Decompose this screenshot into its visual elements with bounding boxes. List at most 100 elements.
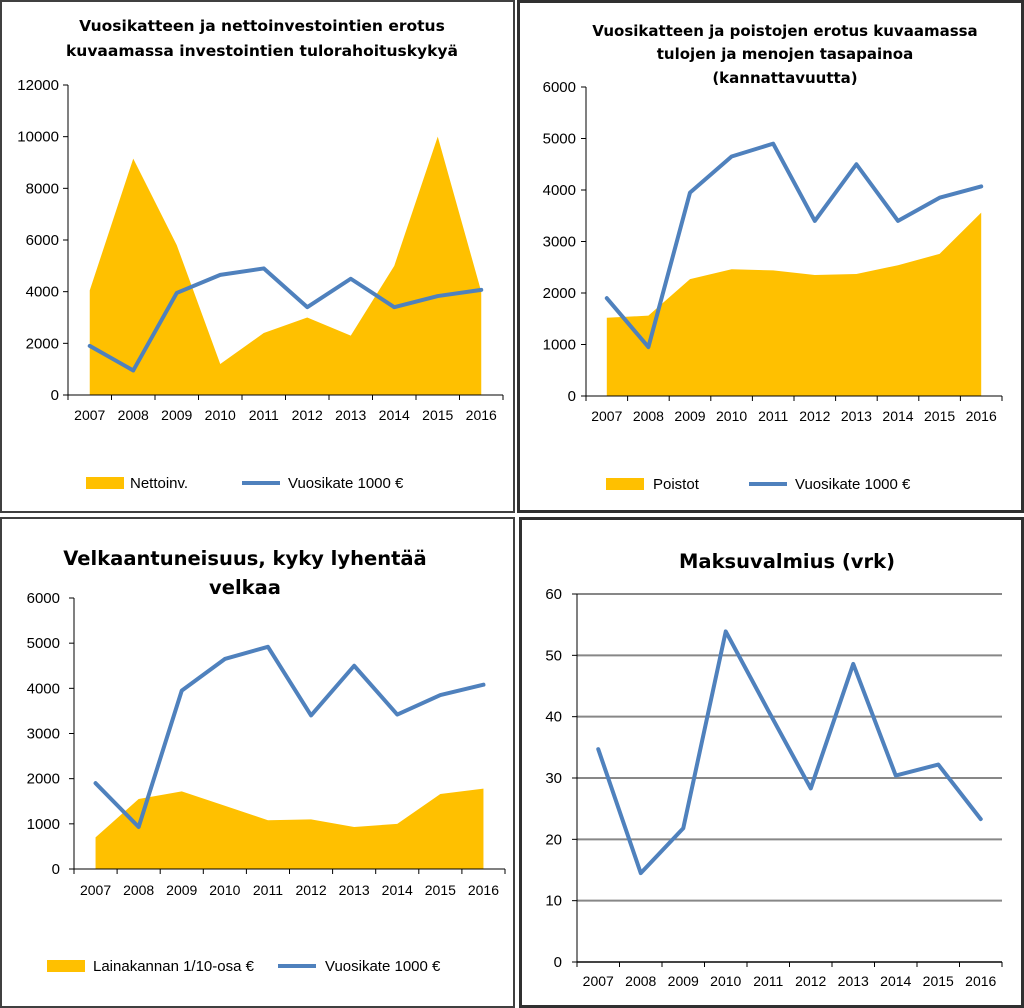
x-tick-label: 2016 <box>466 407 497 423</box>
legend-label: Vuosikate 1000 € <box>795 476 911 493</box>
x-tick-label: 2015 <box>924 408 955 424</box>
x-tick-label: 2011 <box>253 882 283 898</box>
x-tick-label: 2008 <box>118 407 149 423</box>
x-tick-label: 2014 <box>379 407 410 423</box>
legend-label: Vuosikate 1000 € <box>288 475 404 492</box>
chart-panel-1: Vuosikatteen ja nettoinvestointien erotu… <box>0 0 515 513</box>
x-tick-label: 2008 <box>633 408 664 424</box>
legend-label: Poistot <box>653 476 700 493</box>
x-tick-label: 2013 <box>335 407 366 423</box>
y-tick-label: 2000 <box>27 771 60 788</box>
x-tick-label: 2011 <box>249 407 279 423</box>
legend-label: Nettoinv. <box>130 475 188 492</box>
chart-3: Velkaantuneisuus, kyky lyhentää velkaa 0 10… <box>27 547 506 975</box>
chart-title: Maksuvalmius (vrk) <box>679 550 895 573</box>
chart-2: Vuosikatteen ja poistojen erotus kuvaama… <box>543 22 1003 493</box>
chart-title: (kannattavuutta) <box>712 69 857 87</box>
line-point <box>479 288 483 292</box>
y-tick-label: 0 <box>568 388 576 405</box>
line-series <box>604 141 984 350</box>
line-point <box>436 294 440 298</box>
y-tick-label: 3000 <box>27 726 60 743</box>
line-point <box>305 305 309 309</box>
y-tick-label: 6000 <box>27 590 60 607</box>
y-tick-label: 5000 <box>543 131 576 148</box>
line-point <box>180 689 184 693</box>
legend-swatch-area <box>47 960 85 972</box>
line-point <box>639 871 643 875</box>
x-tick-label: 2009 <box>674 408 705 424</box>
line-point <box>438 693 442 697</box>
line-point <box>851 662 855 666</box>
x-tick-label: 2010 <box>716 408 747 424</box>
line-point <box>131 368 135 372</box>
x-tick-label: 2009 <box>161 407 192 423</box>
chart-title: velkaa <box>209 576 281 599</box>
chart-title: Vuosikatteen ja poistojen erotus kuvaama… <box>592 22 977 40</box>
chart-panel-4: Maksuvalmius (vrk) 0 10 20 30 40 50 60 2007 2008 2… <box>519 517 1024 1008</box>
line-point <box>596 747 600 751</box>
line-point <box>766 709 770 713</box>
line-point <box>730 155 734 159</box>
x-tick-label: 2013 <box>841 408 872 424</box>
x-tick-label: 2012 <box>799 408 830 424</box>
line-point <box>352 664 356 668</box>
y-tick-label: 2000 <box>543 285 576 302</box>
x-tick-label: 2015 <box>923 973 954 989</box>
line-point <box>266 645 270 649</box>
line-point <box>938 196 942 200</box>
x-tick-label: 2012 <box>295 882 326 898</box>
legend-swatch-area <box>86 477 124 489</box>
x-tick-label: 2007 <box>74 407 105 423</box>
line-point <box>681 826 685 830</box>
line-point <box>94 781 98 785</box>
line-point <box>175 291 179 295</box>
x-tick-label: 2009 <box>166 882 197 898</box>
y-tick-label: 30 <box>545 770 562 787</box>
y-tick-label: 6000 <box>543 79 576 96</box>
line-point <box>771 142 775 146</box>
x-tick-label: 2015 <box>422 407 453 423</box>
line-point <box>392 305 396 309</box>
chart-panel-3: Velkaantuneisuus, kyky lyhentää velkaa 0 10… <box>0 517 515 1008</box>
y-tick-label: 6000 <box>26 232 59 249</box>
area-series-1 <box>89 136 482 395</box>
line-point <box>688 191 692 195</box>
y-tick-label: 0 <box>51 387 59 404</box>
line-point <box>137 825 141 829</box>
chart-1: Vuosikatteen ja nettoinvestointien erotu… <box>17 17 504 492</box>
y-tick-label: 0 <box>52 861 60 878</box>
y-tick-label: 40 <box>545 709 562 726</box>
x-tick-label: 2007 <box>583 973 614 989</box>
chart-title: Velkaantuneisuus, kyky lyhentää <box>63 547 426 570</box>
y-tick-label: 1000 <box>543 337 576 354</box>
x-tick-label: 2007 <box>80 882 111 898</box>
line-point <box>809 786 813 790</box>
y-tick-label: 0 <box>554 954 562 971</box>
y-tick-label: 20 <box>545 831 562 848</box>
legend-label: Vuosikate 1000 € <box>325 958 441 975</box>
x-tick-label: 2016 <box>468 882 499 898</box>
chart-title: tulojen ja menojen tasapainoa <box>657 45 913 63</box>
x-tick-label: 2010 <box>710 973 741 989</box>
line-point <box>309 713 313 717</box>
x-tick-label: 2013 <box>838 973 869 989</box>
y-tick-label: 4000 <box>27 680 60 697</box>
x-tick-label: 2015 <box>425 882 456 898</box>
line-point <box>481 683 485 687</box>
y-tick-label: 8000 <box>26 180 59 197</box>
legend-swatch-area <box>606 478 644 490</box>
y-tick-label: 2000 <box>26 335 59 352</box>
line-point <box>262 266 266 270</box>
line-point <box>218 273 222 277</box>
y-tick-label: 12000 <box>17 77 59 94</box>
chart-title: kuvaamassa investointien tulorahoituskyk… <box>66 42 458 60</box>
x-tick-label: 2016 <box>966 408 997 424</box>
y-tick-label: 4000 <box>26 284 59 301</box>
chart-panel-2: Vuosikatteen ja poistojen erotus kuvaama… <box>517 0 1024 513</box>
line-series <box>87 266 484 373</box>
line-point <box>979 817 983 821</box>
area-series-1 <box>606 212 982 396</box>
y-tick-label: 3000 <box>543 234 576 251</box>
line-point <box>646 345 650 349</box>
